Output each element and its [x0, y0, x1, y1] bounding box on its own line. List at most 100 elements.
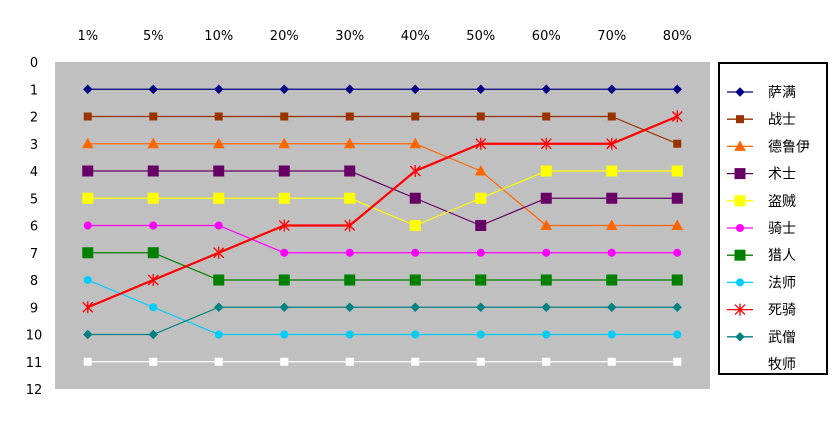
legend-item: 法师: [727, 275, 796, 291]
data-point: [541, 302, 551, 312]
legend-box: [718, 62, 828, 375]
legend-item: 萨满: [727, 85, 796, 101]
data-point: [214, 112, 223, 121]
data-point: [605, 219, 618, 230]
data-point: [278, 274, 290, 286]
data-point: [672, 84, 682, 94]
data-point: [672, 302, 682, 312]
data-point: [147, 274, 159, 286]
legend-marker: [735, 332, 745, 342]
series-layer: [81, 84, 684, 366]
data-point: [673, 139, 682, 148]
data-point: [607, 357, 616, 366]
data-point: [82, 165, 94, 177]
data-point: [213, 165, 225, 177]
data-point: [147, 165, 159, 177]
data-point: [475, 274, 487, 286]
data-point: [671, 274, 683, 286]
data-point: [213, 192, 225, 204]
y-tick-label: 1: [30, 83, 38, 98]
data-point: [82, 301, 94, 314]
data-point: [540, 165, 552, 177]
data-point: [409, 274, 421, 286]
legend-marker: [734, 303, 746, 316]
x-tick-label: 80%: [663, 29, 692, 44]
data-point: [213, 246, 225, 259]
legend-marker: [734, 168, 746, 180]
data-point: [540, 192, 552, 204]
data-point: [279, 84, 289, 94]
data-point: [476, 357, 485, 366]
data-point: [214, 357, 223, 366]
data-point: [673, 248, 682, 257]
legend-item: 战士: [727, 112, 796, 128]
data-point: [83, 84, 93, 94]
legend-marker: [736, 278, 744, 287]
data-point: [476, 248, 485, 257]
data-point: [671, 165, 683, 177]
legend-label: 法师: [768, 275, 796, 291]
legend-marker: [734, 195, 746, 207]
x-tick-label: 40%: [401, 29, 430, 44]
data-point: [411, 112, 420, 121]
data-point: [278, 165, 290, 177]
data-point: [409, 165, 421, 177]
y-tick-label: 0: [30, 56, 38, 71]
series-2: [81, 137, 684, 230]
data-point: [147, 137, 160, 149]
legend-marker: [734, 140, 746, 151]
series-1: [83, 112, 682, 148]
data-point: [671, 192, 683, 204]
legend-label: 盗贼: [768, 194, 796, 210]
x-tick-label: 20%: [270, 29, 299, 44]
data-point: [606, 137, 618, 150]
data-point: [411, 248, 420, 257]
legend-label: 武僧: [768, 330, 796, 346]
data-point: [476, 112, 485, 121]
data-point: [83, 221, 92, 230]
data-point: [148, 329, 158, 340]
series-4: [82, 165, 683, 231]
legend-label: 战士: [768, 112, 796, 128]
data-point: [411, 330, 420, 339]
data-point: [541, 84, 551, 94]
y-tick-label: 11: [26, 356, 43, 371]
data-point: [476, 330, 485, 339]
data-point: [344, 219, 356, 232]
data-point: [542, 330, 551, 339]
legend-item: 猎人: [727, 248, 796, 264]
data-point: [409, 220, 421, 231]
data-point: [149, 112, 158, 121]
data-point: [344, 165, 356, 177]
legend-item: 德鲁伊: [727, 139, 810, 155]
y-tick-label: 3: [30, 138, 38, 153]
data-point: [345, 302, 355, 312]
data-point: [671, 110, 683, 123]
x-tick-labels: 1% 5% 10% 20% 30% 40% 50% 60% 70% 80%: [77, 29, 691, 44]
legend-item: 死骑: [727, 303, 796, 319]
legend-marker: [736, 224, 744, 232]
data-point: [148, 84, 158, 94]
data-point: [671, 219, 684, 230]
y-tick-label: 2: [30, 111, 38, 126]
data-point: [607, 84, 617, 94]
y-tick-label: 7: [30, 247, 38, 262]
legend-label: 牧师: [768, 357, 796, 373]
data-point: [280, 112, 289, 121]
data-point: [83, 357, 92, 366]
data-point: [540, 274, 552, 286]
data-point: [540, 219, 553, 230]
x-tick-label: 60%: [532, 29, 561, 44]
x-tick-label: 1%: [77, 29, 98, 44]
x-tick-label: 50%: [466, 29, 495, 44]
data-point: [147, 247, 159, 259]
data-point: [345, 248, 354, 257]
series-line: [87, 170, 678, 227]
data-point: [345, 112, 354, 121]
data-point: [607, 302, 617, 312]
series-3: [82, 165, 683, 231]
legend-marker: [734, 249, 746, 261]
legend-item: 牧师: [727, 357, 796, 373]
